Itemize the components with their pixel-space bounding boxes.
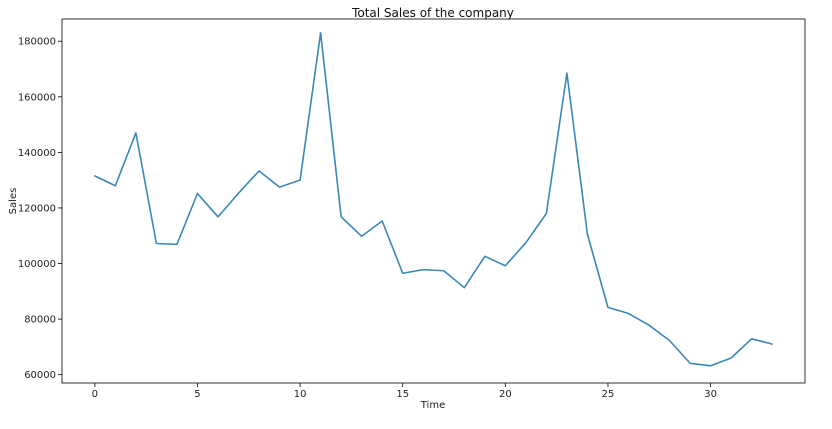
plot-area-frame	[61, 18, 806, 384]
y-tick-label: 120000	[18, 203, 56, 214]
x-tick-label: 30	[704, 389, 717, 400]
y-tick-label: 80000	[24, 315, 56, 326]
sales-series-line	[94, 32, 773, 367]
x-tick-label: 0	[92, 389, 98, 400]
x-tick-label: 20	[499, 389, 512, 400]
series-layer	[94, 32, 773, 367]
x-tick-label: 5	[194, 389, 200, 400]
y-tick-label: 160000	[18, 92, 56, 103]
y-tick-label: 100000	[18, 259, 56, 270]
x-axis-title: Time	[420, 400, 445, 411]
y-tick-label: 60000	[24, 370, 56, 381]
x-tick-label: 15	[396, 389, 409, 400]
x-tick-label: 10	[294, 389, 307, 400]
x-axis: 0 5 10 15 20 25 30	[92, 383, 717, 400]
chart-title: Total Sales of the company	[351, 6, 514, 20]
x-tick-label: 25	[602, 389, 615, 400]
y-axis-title: Sales	[8, 188, 19, 215]
y-tick-label: 140000	[18, 148, 56, 159]
y-tick-label: 180000	[18, 37, 56, 48]
y-axis: 60000 80000 100000 120000 140000 160000 180000	[18, 37, 62, 381]
